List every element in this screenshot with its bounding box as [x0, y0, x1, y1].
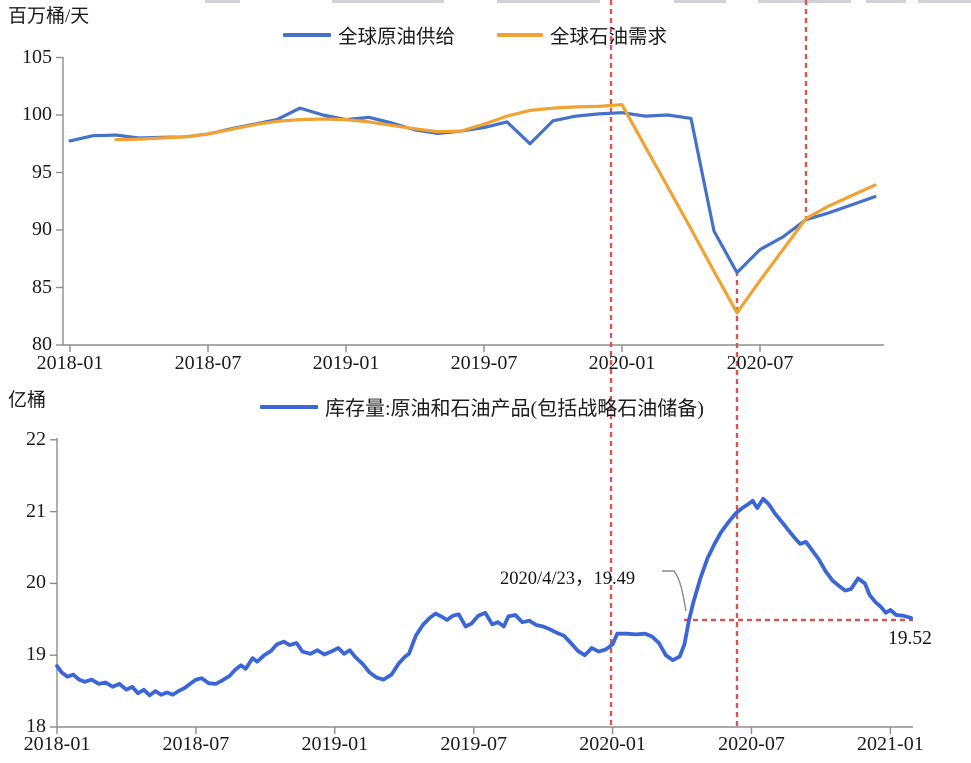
x-tick-label: 2020-07	[718, 733, 785, 755]
legend-item-demand: 全球石油需求	[497, 20, 667, 49]
y-tick-label: 105	[22, 45, 52, 68]
x-tick-label: 2018-01	[23, 733, 91, 755]
legend-item-inventory: 库存量:原油和石油产品(包括战略石油储备)	[260, 392, 704, 421]
cropped-title-remnant	[205, 0, 240, 3]
x-tick-label: 2018-07	[162, 733, 230, 755]
top-chart-axes	[56, 56, 884, 352]
reference-lines	[609, 0, 913, 727]
supply-legend-swatch-icon	[283, 32, 331, 37]
top-legend: 全球原油供给 全球石油需求	[283, 20, 667, 49]
y-tick-label: 21	[26, 499, 46, 522]
x-tick-label: 2018-01	[36, 352, 104, 374]
y-tick-label: 90	[32, 218, 52, 240]
inventory-legend-swatch-icon	[260, 404, 318, 409]
peak-annotation-label: 2020/4/23，19.49	[500, 569, 636, 589]
demand-legend-label: 全球石油需求	[550, 27, 668, 48]
y-tick-label: 80	[32, 333, 52, 355]
y-tick-label: 95	[32, 160, 52, 183]
x-tick-label: 2019-07	[450, 352, 518, 374]
y-tick-label: 100	[22, 103, 52, 125]
x-tick-label: 2019-01	[312, 352, 380, 374]
cropped-title-remnant	[674, 0, 726, 3]
top-unit-label: 百万桶/天	[8, 6, 90, 27]
x-tick-label: 2019-07	[440, 733, 508, 755]
supply-legend-label: 全球原油供给	[338, 27, 456, 48]
bottom-legend: 库存量:原油和石油产品(包括战略石油储备)	[260, 392, 704, 421]
supply-line	[68, 106, 877, 275]
bottom-chart-axes	[50, 438, 913, 734]
legend-item-supply: 全球原油供给	[283, 20, 455, 49]
x-tick-label: 2018-07	[174, 352, 242, 374]
y-tick-label: 18	[26, 715, 46, 737]
demand-line	[114, 102, 877, 315]
annotation-connector-line	[662, 570, 687, 612]
cropped-title-remnant	[758, 0, 851, 3]
y-tick-label: 19	[26, 643, 46, 666]
y-tick-label: 85	[32, 275, 52, 298]
cropped-title-remnant	[332, 0, 444, 3]
x-tick-label: 2019-01	[301, 733, 369, 755]
axis	[56, 438, 913, 728]
inventory-legend-label: 库存量:原油和石油产品(包括战略石油储备)	[325, 398, 704, 420]
end-value-label: 19.52	[888, 628, 932, 649]
axis	[62, 57, 884, 346]
cropped-title-remnant	[497, 0, 600, 3]
y-tick-label: 22	[26, 427, 46, 450]
y-tick-label: 20	[26, 571, 46, 594]
demand-legend-swatch-icon	[497, 32, 544, 37]
x-tick-label: 2020-07	[726, 352, 794, 374]
x-tick-label: 2020-01	[588, 352, 656, 374]
bottom-unit-label: 亿桶	[8, 390, 47, 411]
cropped-title-remnant	[918, 0, 971, 3]
x-tick-label: 2020-01	[579, 733, 646, 755]
x-tick-label: 2021-01	[857, 733, 924, 755]
inventory-line	[55, 496, 914, 698]
cropped-title-remnant	[866, 0, 906, 3]
